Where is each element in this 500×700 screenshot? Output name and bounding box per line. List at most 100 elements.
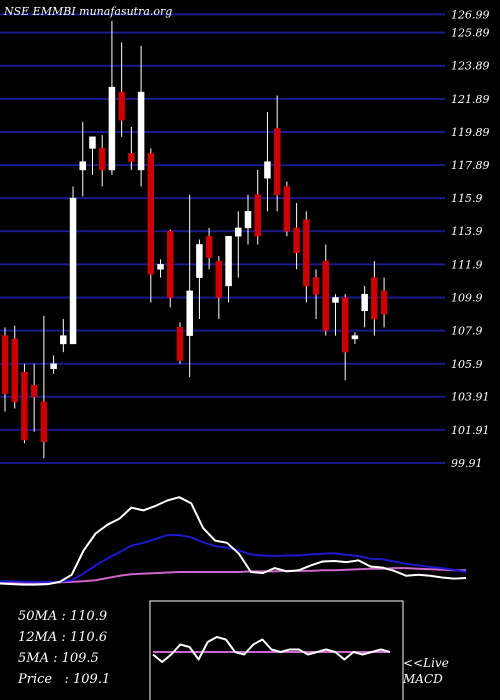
candle: [283, 181, 291, 237]
live-link[interactable]: <<Live: [403, 656, 449, 670]
macd-lines: [152, 636, 391, 663]
candle-body-up: [108, 86, 116, 171]
candle-body-down: [166, 230, 174, 298]
candle: [157, 259, 164, 278]
candle: [79, 121, 87, 197]
candle: [293, 203, 300, 270]
candle: [166, 229, 174, 308]
candle: [21, 363, 28, 444]
price-tick-label: 109.9: [451, 292, 483, 305]
price-tick-label: 101.91: [451, 424, 490, 437]
candle: [380, 277, 388, 328]
candle: [69, 186, 77, 345]
candle-body-down: [147, 153, 155, 275]
candle: [137, 45, 145, 187]
candle: [264, 111, 271, 212]
candle: [303, 211, 310, 303]
candle-body-up: [225, 235, 232, 287]
candle: [60, 319, 67, 353]
candle-body-down: [30, 385, 38, 398]
candle: [196, 239, 203, 320]
candle: [176, 322, 184, 364]
price-tick-label: 125.89: [451, 27, 490, 40]
candle-body-down: [322, 260, 330, 331]
candle: [322, 244, 330, 336]
candle-body-up: [137, 91, 145, 171]
candle: [40, 315, 48, 459]
candle-body-down: [371, 277, 378, 320]
candle: [128, 126, 135, 170]
candle-body-up: [264, 161, 271, 179]
candle: [361, 285, 368, 328]
candle: [89, 136, 96, 175]
candle-body-up: [235, 227, 242, 237]
candle-body-up: [332, 297, 339, 303]
candle: [351, 332, 359, 344]
candle: [244, 194, 252, 245]
candle-body-down: [205, 235, 213, 258]
candle: [1, 327, 9, 412]
candle-body-down: [118, 91, 125, 121]
candle-body-down: [341, 297, 349, 353]
candle-body-down: [312, 277, 320, 295]
price-tick-label: 123.89: [451, 60, 490, 73]
candle-body-up: [69, 197, 77, 345]
macd-panel: [149, 600, 404, 700]
price-axis-labels: 126.99 125.89 123.89 121.89 119.89 117.89 115.…: [451, 8, 490, 470]
candle-body-down: [176, 327, 184, 361]
candle-body-down: [1, 335, 9, 394]
candle-body-down: [21, 371, 28, 441]
candle-body-down: [293, 227, 300, 254]
ma12-label: 12MA : 110.6: [18, 630, 108, 645]
candle: [235, 211, 242, 278]
candle-body-down: [128, 153, 135, 162]
candle-body-down: [98, 148, 106, 171]
moving-average-lines: [0, 496, 467, 586]
price-tick-label: 121.89: [451, 93, 490, 106]
candle: [341, 294, 349, 381]
candle: [108, 20, 116, 175]
candle: [225, 235, 232, 303]
candle-body-up: [186, 290, 193, 336]
price-tick-label: 117.89: [451, 159, 490, 172]
candle: [254, 169, 261, 245]
candle-body-up: [244, 211, 252, 229]
ma-short-line: [0, 496, 467, 586]
candle-body-down: [40, 401, 48, 442]
candle: [186, 194, 193, 378]
ma50-label: 50MA : 110.9: [18, 609, 108, 624]
candle-body-down: [303, 219, 310, 287]
candle-body-up: [196, 244, 203, 278]
price-gridlines: [0, 13, 445, 464]
macd-label: MACD: [403, 672, 443, 686]
price-tick-label: 115.9: [451, 192, 483, 205]
price-tick-label: 105.9: [451, 358, 483, 371]
candle-body-up: [50, 363, 57, 369]
candle-body-down: [254, 194, 261, 237]
candle: [371, 261, 378, 336]
candle-body-up: [60, 335, 67, 345]
price-tick-label: 126.99: [451, 8, 490, 21]
candle-body-down: [283, 186, 291, 232]
candle: [30, 363, 38, 432]
candle-body-down: [380, 290, 388, 315]
macd-line: [152, 636, 391, 663]
candle-body-up: [351, 335, 359, 340]
ma5-label: 5MA : 109.5: [18, 651, 99, 666]
price-tick-label: 107.9: [451, 325, 483, 338]
candle: [312, 269, 320, 320]
candle: [215, 256, 223, 320]
candlestick-series: [1, 20, 388, 459]
candle-body-up: [361, 293, 368, 312]
candle: [273, 95, 281, 212]
candle: [118, 42, 125, 137]
candle-body-down: [273, 128, 281, 196]
price-label: Price : 109.1: [18, 672, 111, 687]
price-tick-label: 119.89: [451, 126, 490, 139]
candle: [98, 135, 106, 187]
candle: [147, 148, 155, 303]
candle: [11, 325, 18, 409]
price-tick-label: 103.91: [451, 391, 490, 404]
chart-watermark: NSE EMMBI munafasutra.org: [3, 5, 172, 18]
